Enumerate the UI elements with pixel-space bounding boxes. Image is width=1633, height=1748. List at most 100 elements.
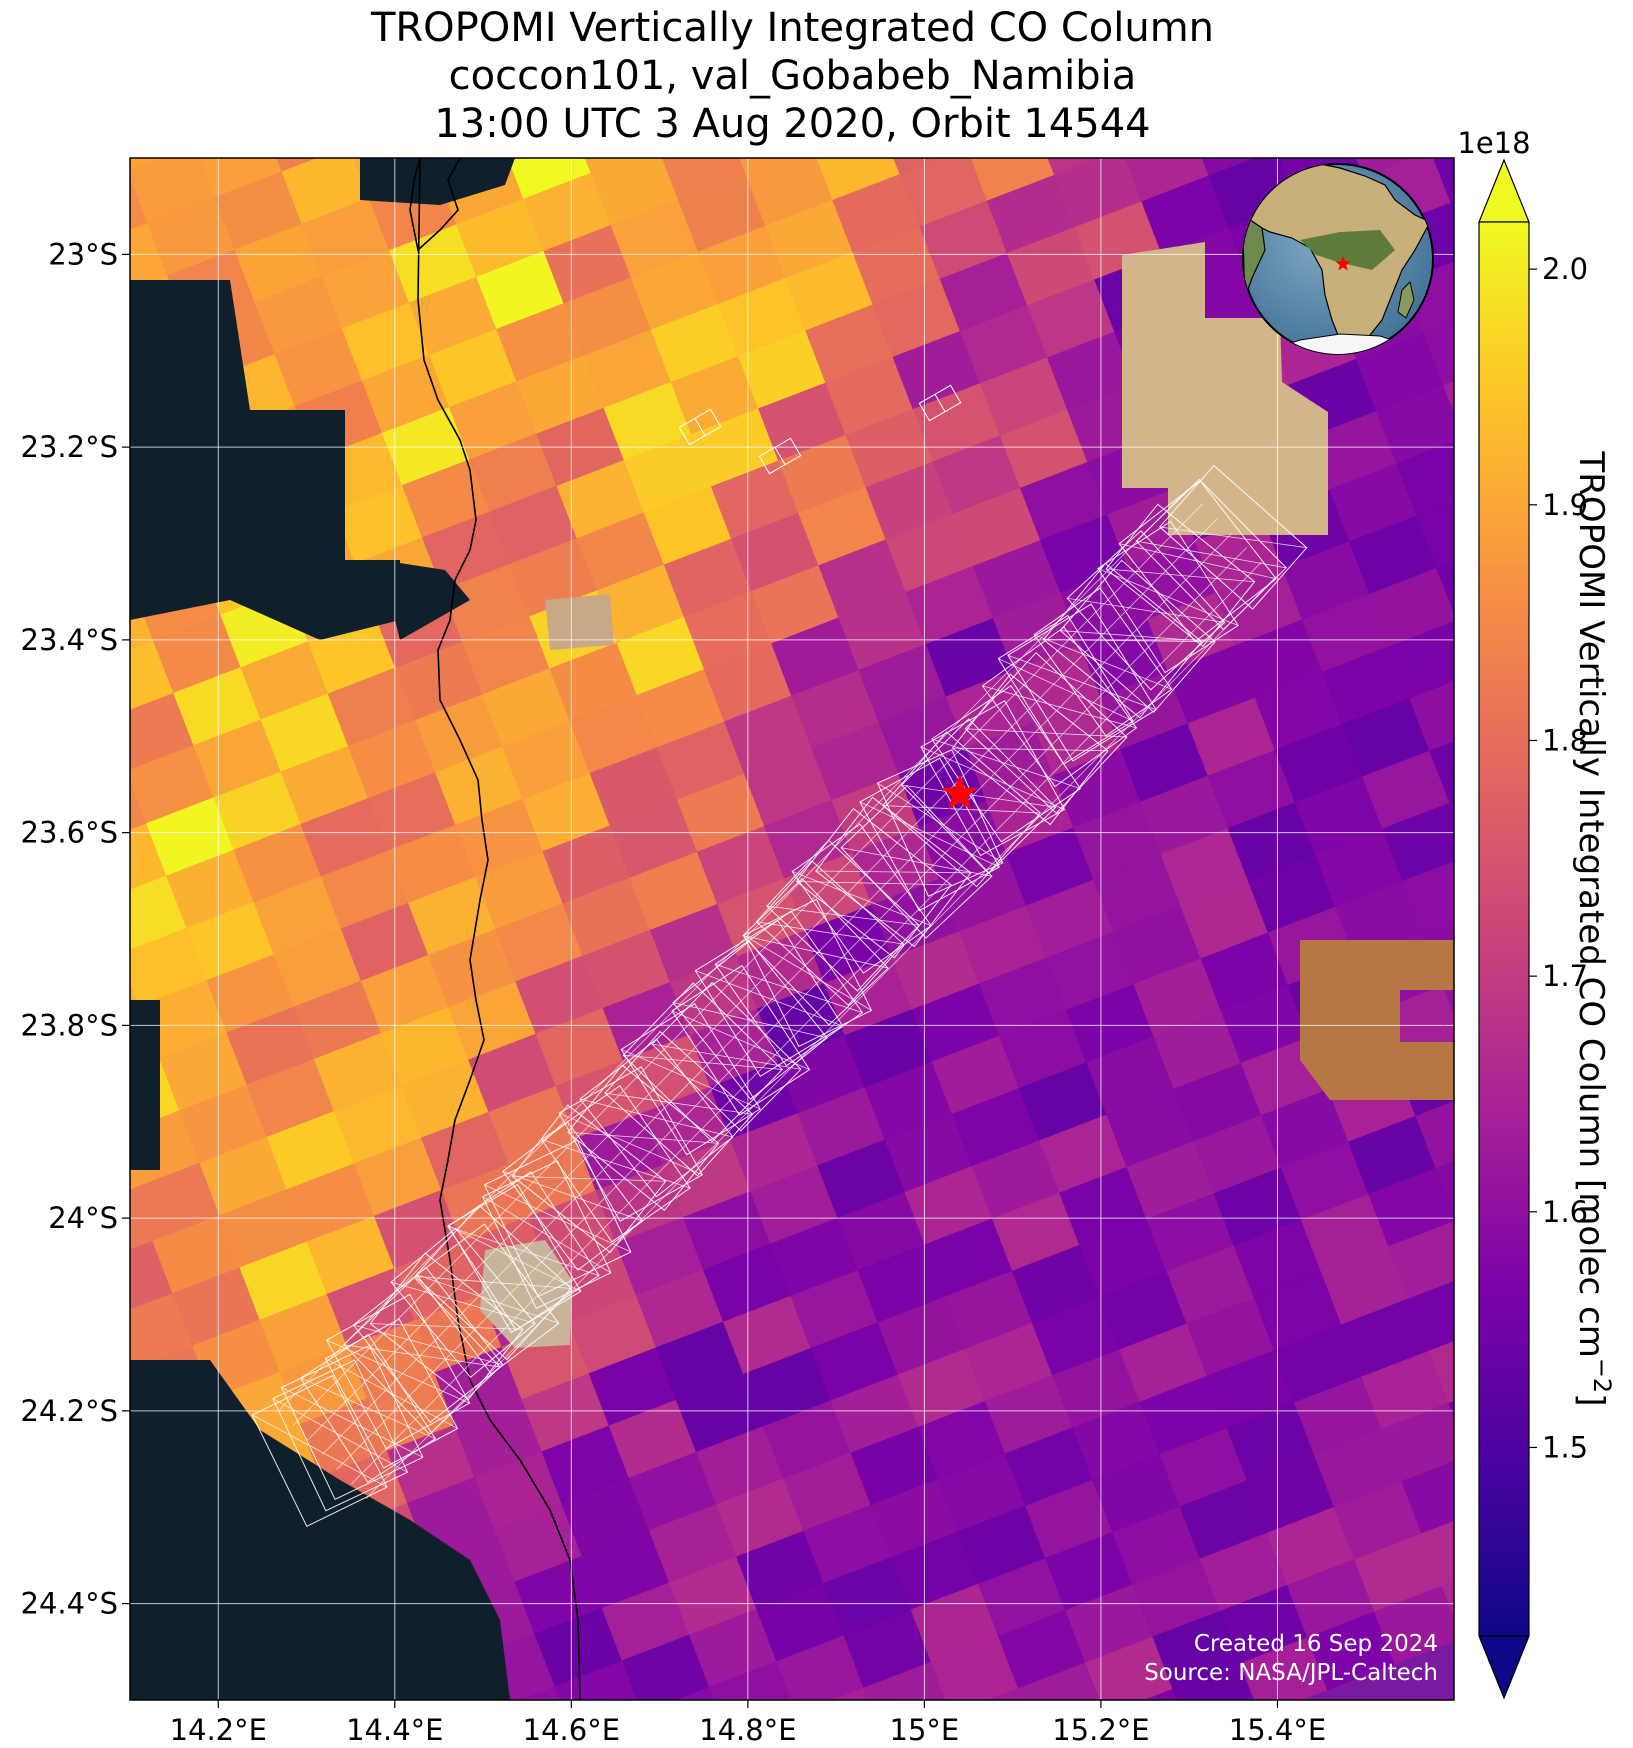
figure-title-line1: TROPOMI Vertically Integrated CO Column (370, 5, 1215, 51)
co-pixel (1478, 47, 1565, 125)
co-pixel (1047, 158, 1100, 176)
footprint-diagonal (484, 1184, 632, 1253)
lat-tick-label: 23.8°S (21, 1008, 118, 1042)
lon-tick-label: 15°E (890, 1713, 960, 1747)
footprint-polygon (651, 981, 802, 1132)
footprint-polygon (511, 1104, 667, 1254)
ocean-patch (130, 280, 400, 640)
footprint-diagonal (952, 747, 1108, 752)
footprint-diagonal (448, 1225, 581, 1292)
footprint-diagonal (1043, 639, 1202, 643)
footprint-diagonal (326, 1339, 470, 1404)
footprint-diagonal (1007, 654, 1157, 711)
map-frame (129, 157, 1455, 1701)
footprint-diagonal (695, 970, 843, 1027)
co-pixel (1382, 802, 1454, 882)
footprint-diagonal (882, 805, 1041, 814)
footprint-diagonal (792, 871, 932, 926)
footprint-diagonal (414, 1275, 572, 1289)
footprint-diagonal (343, 1344, 501, 1368)
globe-madagascar (1397, 281, 1415, 319)
footprint-diagonal (605, 1092, 753, 1115)
footprint-track (277, 489, 1189, 1412)
colorbar-tick-label: 1.8 (1542, 723, 1588, 757)
co-pixel (1389, 621, 1454, 699)
co-pixel (518, 1686, 561, 1700)
footprint-diagonal (982, 685, 1137, 729)
co-pixel (675, 1686, 715, 1700)
lon-tick-label: 15.2°E (1052, 1713, 1149, 1747)
footprint-track (365, 576, 1277, 1499)
co-pixel (130, 578, 134, 591)
footprint-diagonal (390, 1281, 536, 1324)
co-pixel (1416, 501, 1454, 569)
stray-footprint (678, 408, 722, 446)
footprint-diagonal (1060, 630, 1216, 643)
stray-footprint (758, 437, 802, 475)
footprint-diagonal (1034, 634, 1172, 690)
co-pixel (1374, 1585, 1454, 1665)
co-pixel (175, 67, 262, 145)
footprint-diagonal (482, 1196, 612, 1274)
footprint-diagonal (652, 1043, 801, 1070)
lat-tick-label: 23.4°S (21, 623, 118, 657)
ocean-patch (380, 560, 470, 640)
co-pixel (1421, 1520, 1454, 1587)
footprint-diagonal (416, 1274, 559, 1324)
co-pixel (638, 69, 725, 147)
co-pixel (25, 1084, 112, 1162)
footprint-track (307, 518, 1218, 1441)
co-pixel (1381, 1402, 1454, 1482)
lat-tick-label: 24.4°S (21, 1587, 118, 1621)
co-pixel (1388, 1221, 1454, 1300)
lat-tick-label: 23°S (48, 237, 118, 271)
co-pixel (1401, 1460, 1454, 1535)
colorbar-tick-label: 1.9 (1542, 488, 1588, 522)
co-pixel (1369, 567, 1454, 647)
co-pixel (1423, 321, 1454, 386)
ocean-patch (130, 1360, 510, 1700)
desert-patch (1300, 940, 1454, 1100)
desert-patch (1122, 242, 1328, 535)
colorbar-tick-label: 1.6 (1542, 1195, 1588, 1229)
footprint-polygon (622, 982, 783, 1143)
co-pixel (863, 1661, 947, 1700)
footprint-diagonal (272, 1398, 408, 1473)
colorbar-multiplier: 1e18 (1457, 126, 1530, 160)
latitude-ticks: 23°S 23.2°S 23.4°S 23.6°S 23.8°S 24°S 24.2°S 24… (21, 237, 130, 1621)
desert-patch (480, 1240, 572, 1348)
co-pixel (40, 119, 127, 197)
coastline (409, 158, 581, 1700)
footprint-polygon (755, 860, 905, 1006)
footprint-diagonal (370, 1323, 523, 1330)
co-pixel (484, 69, 571, 147)
co-pixel (987, 1688, 1024, 1700)
footprint-polygon (671, 964, 811, 1116)
footprint-polygon (743, 898, 873, 1048)
map-gridlines (130, 158, 1454, 1700)
footprint-track (351, 561, 1262, 1485)
co-pixel (39, 719, 126, 797)
footprint-track (336, 547, 1247, 1470)
footprint-polygon (1042, 562, 1203, 719)
co-pixel (1448, 1400, 1454, 1418)
colorbar-tick-label: 2.0 (1542, 252, 1588, 286)
footprint-diagonal (353, 1324, 504, 1366)
co-pixel (1409, 681, 1454, 752)
stray-footprint-divider (934, 394, 946, 412)
co-pixel (1143, 1688, 1178, 1700)
footprint-diagonal (1105, 568, 1255, 583)
co-pixel (1429, 741, 1454, 804)
co-pixel (1441, 1580, 1454, 1619)
colorbar-extend-max (1478, 158, 1530, 223)
co-pixel (33, 301, 120, 379)
desert-patches (480, 242, 1454, 1348)
footprint-polygon (251, 1375, 388, 1527)
stray-footprint (918, 384, 962, 422)
co-pixel (1415, 1101, 1454, 1169)
co-pixel (831, 1687, 869, 1700)
footprint-polygon (1066, 530, 1226, 691)
stray-footprints (678, 384, 962, 475)
co-pixel (1402, 861, 1454, 934)
footprint-diagonal (841, 847, 993, 877)
